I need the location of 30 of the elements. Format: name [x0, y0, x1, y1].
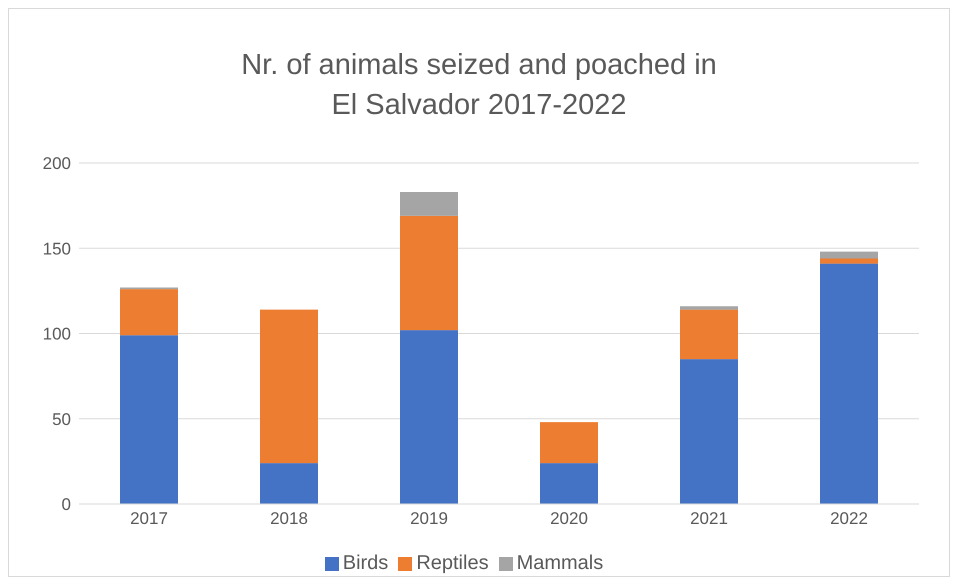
legend-label: Birds [342, 552, 388, 574]
bar [680, 306, 738, 310]
x-tick-label: 2017 [130, 509, 168, 528]
y-tick-label: 100 [42, 324, 71, 344]
bar [540, 463, 598, 504]
bar [820, 258, 878, 264]
bar [260, 310, 318, 464]
y-tick-label: 150 [42, 239, 71, 258]
x-tick-label: 2019 [410, 509, 448, 528]
bar [120, 335, 178, 504]
legend-label: Mammals [516, 552, 604, 574]
bar [400, 192, 458, 216]
bar [680, 310, 738, 360]
bar [820, 264, 878, 504]
y-tick-label: 200 [42, 154, 71, 174]
bar [680, 359, 738, 504]
x-tick-label: 2020 [550, 509, 588, 528]
bar [260, 463, 318, 504]
bar [820, 252, 878, 258]
x-tick-label: 2018 [270, 509, 308, 528]
bar [540, 422, 598, 464]
legend-label: Reptiles [416, 552, 489, 574]
y-tick-label: 0 [62, 495, 71, 514]
bar [400, 330, 458, 504]
x-tick-label: 2021 [690, 509, 728, 528]
bar [400, 216, 458, 330]
y-tick-label: 50 [52, 410, 71, 429]
chart-title: Nr. of animals seized and poached in El Salvador 2017-2022 [240, 48, 718, 123]
x-tick-label: 2022 [830, 509, 868, 528]
bar [120, 289, 178, 336]
